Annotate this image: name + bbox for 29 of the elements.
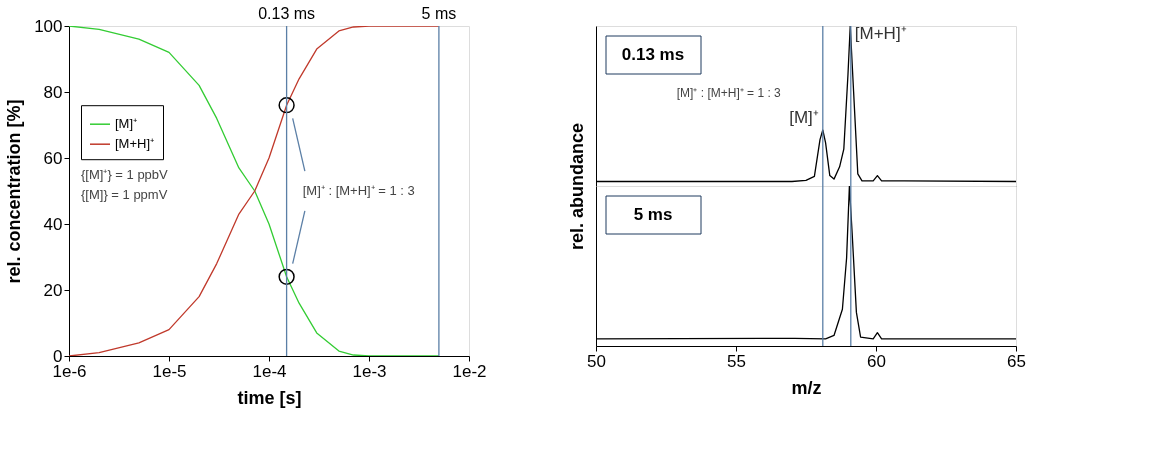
y-tick-label: 100 [34,16,63,36]
ref-line-label: 0.13 ms [258,5,316,22]
x-tick-label: 1e-3 [352,361,387,381]
y-axis-title: rel. concentration [%] [4,99,25,284]
x-axis-title: time [s] [237,387,302,408]
y-tick-label: 20 [43,280,63,300]
x-tick-label: 1e-5 [152,361,187,381]
y-tick-label: 40 [43,214,63,234]
x-axis-title: m/z [791,377,822,398]
x-tick-label: 1e-2 [452,361,487,381]
ref-line-label: 5 ms [421,5,457,22]
annotation: [M+H]⁺ [854,24,907,43]
text: 0.13 ms [621,45,685,64]
annotation: [M]⁺ : [M+H]⁺ = 1 : 3 [302,183,415,198]
legend-label: [M+H]⁺ [115,136,155,152]
x-tick-label: 65 [1007,351,1026,371]
y-axis-title: rel. abundance [566,122,587,251]
legend-label: [M]⁺ [115,116,138,132]
x-tick-label: 55 [727,351,746,371]
annotation: {[M]⁺} = 1 ppbV [81,166,169,182]
x-tick-label: 50 [587,351,606,371]
text: 5 ms [633,205,673,224]
y-tick-label: 80 [43,82,63,102]
y-tick-label: 60 [43,148,63,168]
annotation: [M]⁺ [789,108,819,127]
annotation: [M]⁺ : [M+H]⁺ = 1 : 3 [676,86,782,101]
annotation: {[M]} = 1 ppmV [81,186,168,202]
x-tick-label: 1e-4 [252,361,287,381]
x-tick-label: 60 [867,351,886,371]
